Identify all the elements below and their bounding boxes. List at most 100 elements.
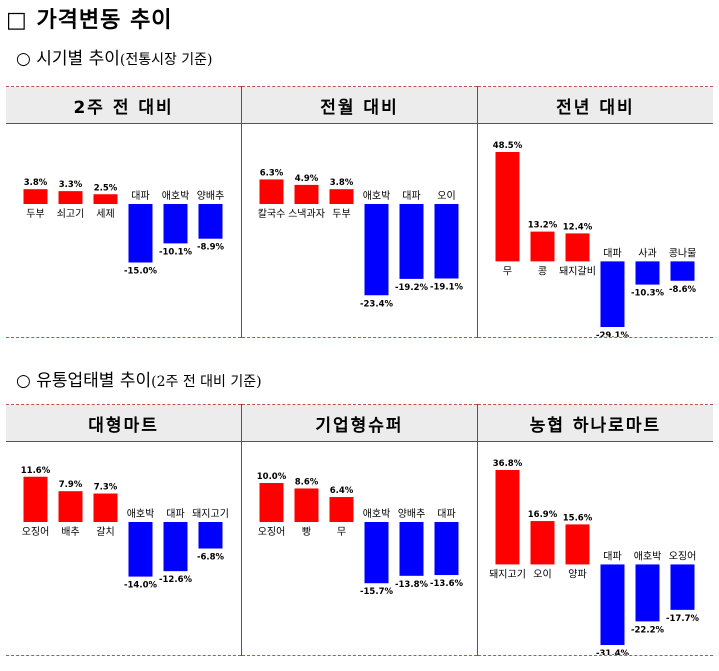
bar [670, 564, 695, 610]
bar [364, 522, 389, 584]
category-label: 애호박 [127, 508, 155, 520]
bar [128, 204, 153, 263]
category-label: 대파 [603, 550, 621, 562]
bar [565, 524, 590, 565]
data-label: -8.6% [669, 285, 697, 295]
category-label: 갈치 [96, 525, 114, 538]
bar [399, 522, 424, 576]
category-label: 양배추 [197, 190, 225, 202]
data-label: 16.9% [528, 510, 558, 520]
data-label: -12.6% [159, 575, 192, 585]
data-label: -23.4% [360, 299, 393, 309]
category-label: 대파 [131, 190, 149, 202]
data-label: 3.8% [24, 178, 48, 188]
bar [259, 483, 284, 522]
category-label: 무 [503, 266, 512, 277]
data-label: 13.2% [528, 221, 558, 231]
chart-nonghyup: 36.8% 돼지고기 16.9% 오이 15.6% 양파 -31.4% 대파 -22.2% 애호박… [489, 459, 699, 655]
data-label: 3.8% [330, 178, 354, 188]
category-label: 배추 [61, 526, 79, 538]
category-label: 돼지고기 [192, 508, 229, 520]
data-label: -22.2% [631, 625, 664, 635]
data-label: -29.1% [596, 331, 629, 337]
bar [329, 189, 354, 204]
data-label: 36.8% [493, 459, 523, 469]
category-label: 애호박 [363, 508, 391, 520]
category-label: 대파 [166, 508, 184, 520]
section-1-heading: ○ 시기별 추이(전통시장 기준) [16, 44, 213, 69]
bar [495, 470, 520, 565]
panel-title: 대형마트 [6, 404, 242, 442]
bullet-icon: ○ [16, 49, 31, 69]
bar [23, 476, 48, 522]
bar [93, 194, 118, 204]
data-label: 48.5% [493, 141, 523, 151]
section-1-note: (전통시장 기준) [119, 52, 213, 68]
data-label: -10.1% [159, 247, 192, 257]
panel-title: 전년 대비 [476, 86, 713, 124]
data-label: -31.4% [596, 649, 629, 655]
category-label: 콩나물 [669, 247, 697, 259]
chart-ssm: 10.0% 오징어 8.6% 빵 6.4% 무 -15.7% 애호박 -13.8% 양배추 -13.… [257, 472, 464, 597]
bar [23, 189, 48, 204]
bar [198, 522, 223, 549]
chart-month: 6.3% 칼국수 4.9% 스낵과자 3.8% 두부 -23.4% 애호박 -19.2% 대파 -1… [258, 168, 464, 309]
category-label: 양파 [568, 568, 586, 580]
category-label: 스낵과자 [288, 208, 325, 220]
page-title: □ 가격변동 추이 [6, 8, 173, 33]
data-label: 8.6% [295, 477, 319, 487]
data-label: -8.9% [197, 243, 225, 253]
bar [635, 261, 660, 285]
category-label: 양배추 [398, 508, 426, 520]
data-label: 12.4% [563, 222, 593, 232]
category-label: 대파 [437, 508, 455, 520]
panel-title: 농협 하나로마트 [476, 404, 713, 442]
data-label: 6.3% [260, 168, 284, 178]
data-label: 6.4% [330, 486, 354, 496]
data-label: -14.0% [124, 581, 157, 591]
bar [635, 564, 660, 622]
category-label: 콩 [538, 265, 547, 277]
data-label: -13.8% [395, 580, 428, 590]
bar [58, 491, 83, 522]
data-label: 10.0% [257, 472, 287, 482]
bar [565, 233, 590, 262]
category-label: 돼지고기 [489, 568, 526, 580]
data-label: -15.7% [360, 587, 393, 597]
data-label: 3.3% [59, 180, 83, 190]
bar [58, 191, 83, 204]
data-label: -10.3% [631, 289, 664, 299]
chart-year: 48.5% 무 13.2% 콩 12.4% 돼지갈비 -29.1% 대파 -10.3% 사과 -8.… [493, 141, 697, 337]
data-label: -19.1% [430, 282, 463, 292]
channel-comparison-table: 대형마트 기업형슈퍼 농협 하나로마트 11.6% 오징어 7.9% 배추 7.3% 갈치… [6, 404, 713, 656]
data-label: 7.9% [59, 480, 83, 490]
chart-2week: 3.8% 두부 3.3% 쇠고기 2.5% 세제 -15.0% 대파 -10.1% 애호박 -8.9… [23, 178, 225, 277]
category-label: 돼지갈비 [559, 264, 596, 277]
section-1-title: 시기별 추이 [36, 49, 120, 69]
bar [530, 231, 555, 262]
category-label: 오이 [437, 190, 455, 202]
section-2-heading: ○ 유통업태별 추이(2주 전 대비 기준) [16, 366, 262, 391]
category-label: 빵 [302, 526, 311, 538]
bar [434, 522, 459, 576]
category-label: 세제 [96, 208, 114, 220]
category-label: 쇠고기 [57, 208, 85, 220]
period-comparison-table: 2주 전 대비 전월 대비 전년 대비 3.8% 두부 3.3% 쇠고기 2.5% 세제 -… [6, 86, 713, 338]
category-label: 애호박 [363, 190, 391, 202]
data-label: -15.0% [124, 267, 157, 277]
data-label: 11.6% [21, 466, 51, 476]
bar [600, 261, 625, 327]
category-label: 두부 [26, 209, 44, 220]
bar [163, 522, 188, 572]
category-label: 대파 [603, 247, 621, 259]
data-label: -13.6% [430, 579, 463, 589]
data-label: 4.9% [295, 174, 319, 184]
panel-title: 2주 전 대비 [6, 86, 242, 124]
data-label: 2.5% [94, 183, 118, 193]
bar [434, 204, 459, 279]
bar [93, 493, 118, 522]
section-2-title: 유통업태별 추이 [36, 371, 152, 391]
category-label: 대파 [402, 190, 420, 202]
category-label: 사과 [638, 247, 656, 259]
bar [530, 521, 555, 565]
